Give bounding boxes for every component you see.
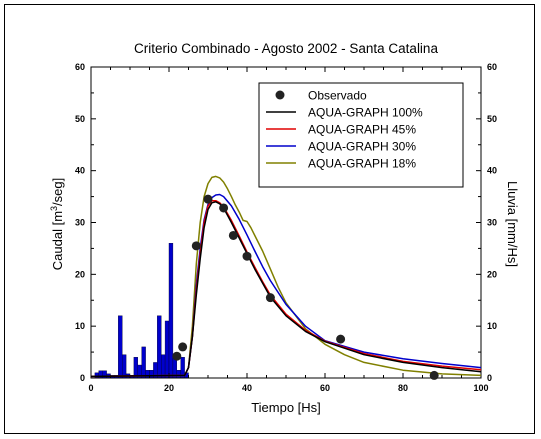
rain-bar [164,320,170,379]
rain-bar [145,370,150,379]
x-axis-label: Tiempo [Hs] [251,400,321,415]
legend-label: AQUA-GRAPH 30% [308,140,416,154]
y-axis-label: Caudal [m3/seg] [49,178,65,270]
y2-tick-label: 60 [487,62,497,72]
x-tick-label: 60 [320,383,330,393]
series-line [90,175,482,378]
observed-point [336,334,346,344]
x-tick-label: 0 [88,383,93,393]
observed-point [191,241,201,251]
x-tick-label: 40 [242,383,252,393]
legend-label: Observado [308,89,367,103]
y-tick-labels: 0 10 20 30 40 50 60 [75,62,85,383]
rain-bar [121,354,127,379]
y2-tick-label: 10 [487,321,497,331]
y-tick-label: 20 [75,269,85,279]
legend: Observado AQUA-GRAPH 100% AQUA-GRAPH 45% AQ… [258,82,464,188]
y2-tick-label: 0 [487,373,492,383]
observed-points [172,194,439,380]
series-line [90,193,482,378]
y-tick-label: 60 [75,62,85,72]
y-tick-label: 40 [75,166,85,176]
observed-point [172,351,182,361]
y2-tick-label: 30 [487,218,497,228]
observed-point [242,251,252,261]
y2-tick-label: 40 [487,166,497,176]
legend-label: AQUA-GRAPH 100% [308,106,423,120]
observed-point [203,194,213,204]
y2-axis-label: Lluvia [mm/Hs] [505,181,520,267]
y2-tick-label: 20 [487,269,497,279]
rain-bar [118,315,123,379]
rain-bar [133,357,138,379]
chart-title: Criterio Combinado - Agosto 2002 - Santa… [134,41,438,56]
observed-point [219,203,229,213]
observed-point [429,370,439,380]
rain-bar [149,370,154,379]
axes [90,66,482,379]
y-tick-label: 50 [75,114,85,124]
observed-point [178,342,188,352]
y-tick-label: 10 [75,321,85,331]
figure-frame [4,4,535,434]
legend-marker-observed [275,90,285,100]
y2-tick-label: 50 [487,114,497,124]
rain-bar [160,354,166,379]
series-lines [90,175,482,378]
rain-bar [94,372,100,379]
x-tick-labels: 0 20 40 60 80 100 [88,383,488,393]
series-line [90,201,482,378]
observed-point [228,230,238,240]
legend-label: AQUA-GRAPH 45% [308,123,416,137]
rain-bar [141,346,146,379]
legend-box [258,82,464,188]
y-tick-label: 30 [75,218,85,228]
y2-tick-labels: 0 10 20 30 40 50 60 [487,62,497,383]
rain-bar [157,315,162,379]
rain-bar [176,370,181,379]
series-line [90,199,482,378]
legend-label: AQUA-GRAPH 18% [308,157,416,171]
rain-bar [168,243,174,379]
x-tick-label: 20 [164,383,174,393]
observed-point [265,293,275,303]
y-tick-label: 0 [80,373,85,383]
x-tick-label: 100 [473,383,488,393]
x-tick-label: 80 [398,383,408,393]
